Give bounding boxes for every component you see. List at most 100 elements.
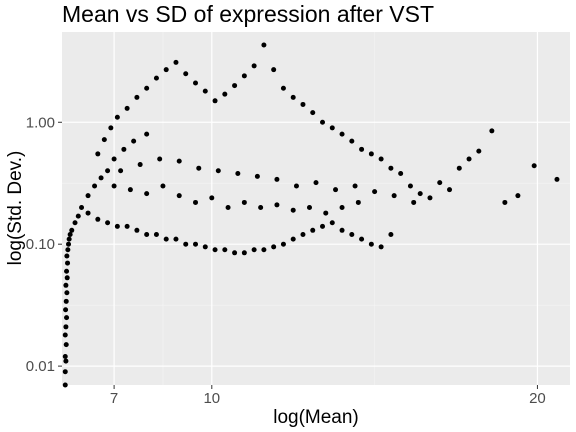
data-point bbox=[313, 180, 319, 186]
data-point bbox=[293, 183, 299, 189]
data-point bbox=[95, 216, 101, 222]
data-point bbox=[339, 131, 345, 137]
data-point bbox=[67, 232, 73, 238]
data-point bbox=[157, 156, 163, 162]
y-tick-label: 1.00 bbox=[26, 114, 55, 131]
y-tick-label: 0.10 bbox=[26, 236, 55, 253]
data-point bbox=[64, 290, 70, 296]
data-point bbox=[137, 162, 143, 168]
data-point bbox=[92, 183, 98, 189]
data-point bbox=[193, 241, 199, 247]
data-point bbox=[111, 183, 117, 189]
data-point bbox=[280, 241, 286, 247]
data-point bbox=[131, 138, 137, 144]
data-point bbox=[111, 156, 117, 162]
data-point bbox=[290, 94, 296, 100]
data-point bbox=[378, 244, 384, 250]
data-point bbox=[352, 183, 358, 189]
data-point bbox=[63, 358, 69, 364]
data-point bbox=[437, 180, 443, 186]
data-point bbox=[64, 275, 70, 281]
data-point bbox=[232, 250, 238, 256]
data-point bbox=[310, 110, 316, 116]
data-point bbox=[300, 101, 306, 107]
data-point bbox=[63, 282, 69, 288]
data-point bbox=[320, 223, 326, 229]
data-point bbox=[64, 253, 70, 259]
y-axis-label: log(Std. Dev.) bbox=[5, 151, 26, 266]
data-point bbox=[124, 105, 130, 111]
data-point bbox=[144, 85, 150, 91]
data-points bbox=[62, 42, 560, 388]
data-point bbox=[66, 236, 72, 242]
data-point bbox=[310, 227, 316, 233]
data-point bbox=[258, 204, 264, 210]
data-point bbox=[232, 83, 238, 89]
data-point bbox=[62, 353, 68, 359]
data-point bbox=[251, 247, 257, 253]
data-point bbox=[349, 138, 355, 144]
data-point bbox=[456, 165, 462, 171]
data-point bbox=[63, 324, 69, 330]
data-point bbox=[329, 125, 335, 131]
x-axis-label: log(Mean) bbox=[273, 407, 359, 428]
data-point bbox=[62, 369, 68, 375]
data-point bbox=[176, 158, 182, 164]
data-point bbox=[108, 125, 114, 131]
data-point bbox=[193, 80, 199, 86]
data-point bbox=[427, 195, 433, 201]
data-point bbox=[63, 298, 69, 304]
data-point bbox=[215, 168, 221, 174]
y-tick-label: 0.01 bbox=[26, 358, 55, 375]
data-point bbox=[554, 176, 560, 182]
data-point bbox=[300, 232, 306, 238]
data-point bbox=[65, 260, 71, 266]
data-point bbox=[79, 204, 85, 210]
data-point bbox=[515, 193, 521, 199]
data-point bbox=[183, 71, 189, 77]
data-point bbox=[339, 227, 345, 233]
data-point bbox=[66, 241, 72, 247]
data-point bbox=[502, 199, 508, 205]
data-point bbox=[72, 220, 78, 226]
data-point bbox=[391, 193, 397, 199]
y-axis: 0.01 0.10 1.00 bbox=[26, 114, 62, 375]
data-point bbox=[212, 98, 218, 104]
data-point bbox=[176, 193, 182, 199]
plot-panel bbox=[62, 32, 570, 385]
data-point bbox=[101, 137, 107, 143]
data-point bbox=[222, 91, 228, 97]
x-tick-label: 7 bbox=[110, 390, 118, 407]
data-point bbox=[225, 204, 231, 210]
data-point bbox=[118, 168, 124, 174]
data-point bbox=[359, 146, 365, 152]
data-point bbox=[69, 227, 75, 233]
data-point bbox=[280, 85, 286, 91]
data-point bbox=[62, 332, 68, 338]
data-point bbox=[98, 175, 104, 181]
data-point bbox=[62, 382, 68, 388]
data-point bbox=[64, 268, 70, 274]
data-point bbox=[114, 223, 120, 229]
data-point bbox=[64, 315, 70, 321]
data-point bbox=[271, 67, 277, 73]
data-point bbox=[339, 204, 345, 210]
data-point bbox=[323, 210, 329, 216]
data-point bbox=[241, 199, 247, 205]
data-point bbox=[105, 168, 111, 174]
data-point bbox=[274, 176, 280, 182]
data-point bbox=[274, 202, 280, 208]
data-point bbox=[183, 241, 189, 247]
data-point bbox=[202, 244, 208, 250]
data-point bbox=[144, 191, 150, 197]
data-point bbox=[329, 220, 335, 226]
data-point bbox=[65, 247, 71, 253]
data-point bbox=[222, 247, 228, 253]
data-point bbox=[134, 94, 140, 100]
data-point bbox=[235, 171, 241, 177]
data-point bbox=[144, 232, 150, 238]
data-point bbox=[531, 163, 537, 169]
data-point bbox=[466, 156, 472, 162]
data-point bbox=[127, 187, 133, 193]
data-point bbox=[359, 236, 365, 242]
